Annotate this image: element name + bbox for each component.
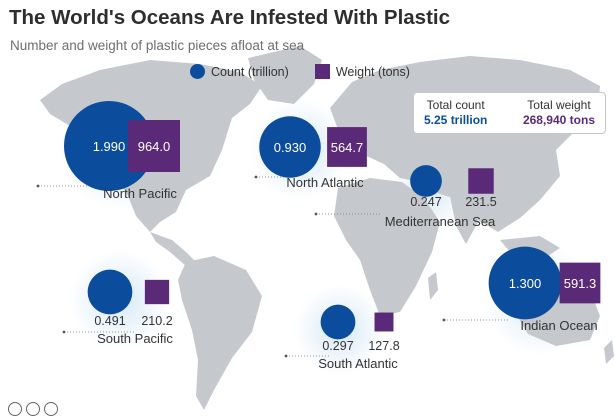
india-shape: [450, 196, 478, 244]
region-label-south-atlantic: South Atlantic: [318, 356, 398, 371]
leader-dot-mediterranean-sea: [314, 212, 318, 216]
count-circle-north-atlantic: [259, 116, 321, 178]
leader-dot-indian-ocean: [442, 318, 446, 322]
total-weight-column: Total weight 268,940 tons: [523, 93, 595, 133]
count-circle-indian-ocean: [488, 246, 562, 320]
page-subtitle: Number and weight of plastic pieces aflo…: [10, 38, 305, 53]
legend-weight-label: Weight (tons): [335, 64, 410, 79]
count-circle-south-pacific: [87, 269, 133, 315]
count-circle-south-atlantic: [320, 304, 356, 340]
count-circle-mediterranean-sea: [410, 165, 442, 197]
weight-value-label-south-atlantic: 127.8: [368, 339, 399, 353]
region-label-indian-ocean: Indian Ocean: [520, 318, 597, 333]
count-value-label-north-pacific: 1.990: [93, 139, 126, 154]
weight-square-south-atlantic: [374, 312, 394, 332]
total-count-column: Total count 5.25 trillion: [424, 93, 487, 133]
total-weight-label: Total weight: [527, 98, 591, 112]
weight-square-mediterranean-sea: [468, 168, 494, 194]
weight-square-icon: [314, 64, 330, 79]
count-circle-icon: [190, 64, 205, 79]
weight-value-label-mediterranean-sea: 231.5: [465, 195, 496, 209]
total-count-label: Total count: [426, 98, 485, 112]
region-label-south-pacific: South Pacific: [97, 331, 173, 346]
leader-dot-north-pacific: [36, 184, 40, 188]
count-value-label-south-atlantic: 0.297: [322, 339, 353, 353]
leader-dot-south-atlantic: [284, 354, 288, 358]
madagascar-shape: [428, 272, 438, 300]
central-america-shape: [150, 232, 196, 266]
legend-count-label: Count (trillion): [211, 64, 289, 79]
weight-value-label-north-atlantic: 564.7: [331, 140, 364, 155]
weight-square-indian-ocean: [559, 262, 601, 304]
bubble-marks-layer: 1.990 964.0 North Pacific 0.930 564.7 North A…: [64, 101, 601, 371]
no-derivatives-icon: [44, 402, 58, 416]
count-value-label-south-pacific: 0.491: [94, 314, 125, 328]
count-value-label-indian-ocean: 1.300: [509, 276, 542, 291]
page-title: The World's Oceans Are Infested With Pla…: [9, 6, 450, 29]
region-label-north-pacific: North Pacific: [103, 186, 177, 201]
count-value-label-mediterranean-sea: 0.247: [410, 195, 441, 209]
total-weight-value: 268,940 tons: [522, 113, 595, 127]
legend-weight: Weight (tons): [314, 64, 410, 79]
weight-square-north-pacific: [128, 120, 180, 172]
greenland-shape: [248, 46, 322, 104]
weight-value-label-south-pacific: 210.2: [141, 314, 172, 328]
weight-value-label-indian-ocean: 591.3: [564, 276, 597, 291]
legend-count: Count (trillion): [190, 64, 289, 79]
total-count-value: 5.25 trillion: [424, 113, 488, 127]
attribution-icon: [26, 402, 40, 416]
leader-dot-north-atlantic: [254, 175, 258, 179]
creative-commons-icon: [8, 402, 22, 416]
south-america-shape: [178, 256, 262, 410]
leader-dot-south-pacific: [62, 330, 66, 334]
weight-square-north-atlantic: [327, 127, 367, 167]
new-zealand-shape: [604, 340, 614, 364]
weight-value-label-north-pacific: 964.0: [138, 139, 171, 154]
africa-shape: [334, 178, 440, 316]
weight-square-south-pacific: [144, 279, 170, 305]
region-label-mediterranean-sea: Mediterranean Sea: [385, 214, 496, 229]
legend: Count (trillion) Weight (tons): [190, 64, 410, 79]
region-label-north-atlantic: North Atlantic: [286, 175, 364, 190]
totals-box: Total count 5.25 trillion Total weight 2…: [413, 92, 606, 134]
count-value-label-north-atlantic: 0.930: [274, 140, 307, 155]
license-icons: [8, 402, 58, 416]
